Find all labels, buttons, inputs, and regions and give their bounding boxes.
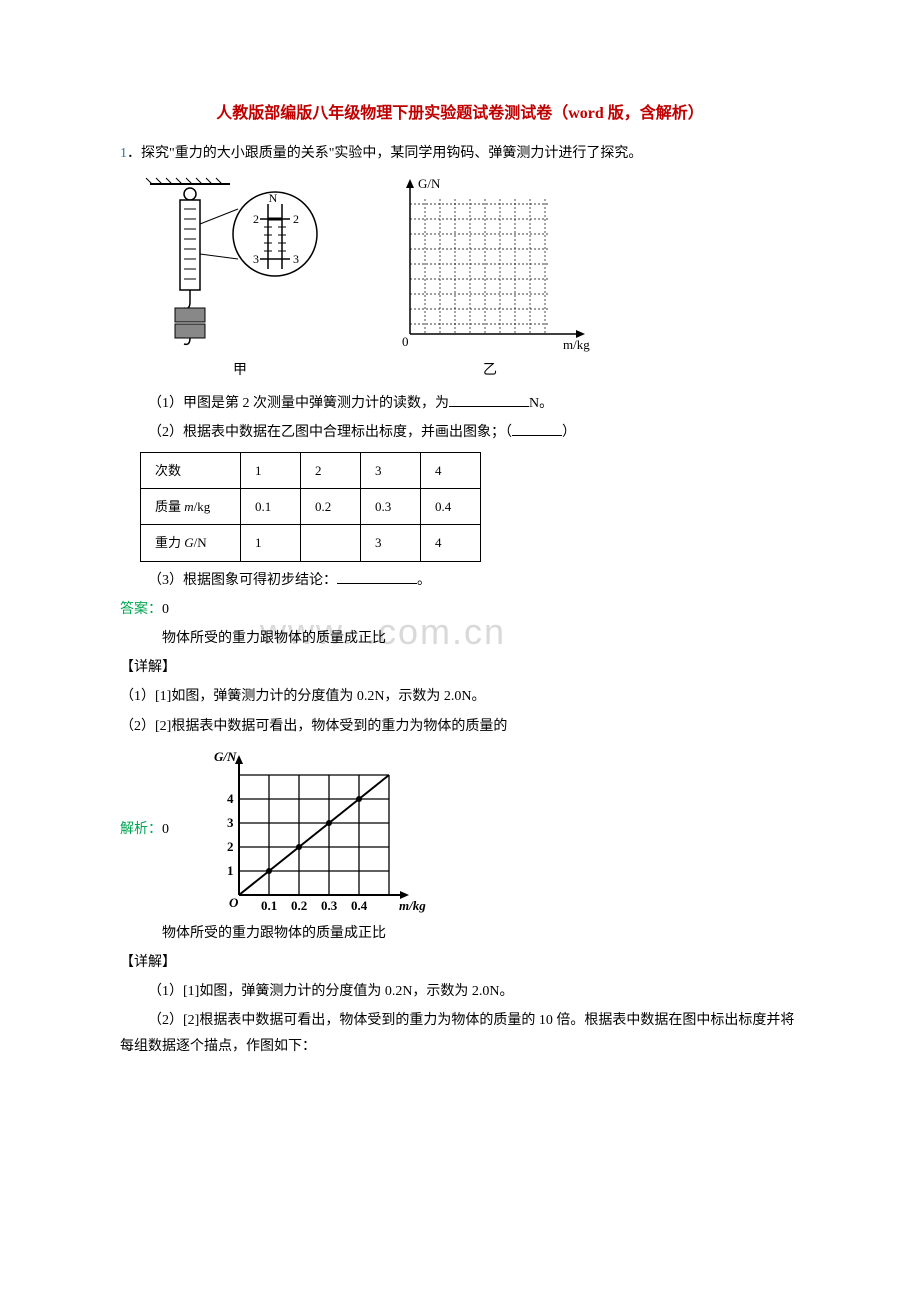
answer-text-2: 物体所受的重力跟物体的质量成正比 (162, 921, 800, 946)
analysis-label: 解析： (120, 822, 162, 837)
blank-1 (449, 393, 529, 407)
table-cell: 0.4 (421, 488, 481, 524)
svg-text:0: 0 (402, 334, 409, 349)
table-cell (301, 525, 361, 561)
table-cell: 次数 (141, 452, 241, 488)
table-row: 次数 1 2 3 4 (141, 452, 481, 488)
svg-text:N: N (269, 191, 278, 205)
svg-text:0.2: 0.2 (291, 898, 307, 913)
table-cell: 重力 G/N (141, 525, 241, 561)
table-cell: 1 (241, 452, 301, 488)
table-cell: 3 (361, 525, 421, 561)
svg-text:0.1: 0.1 (261, 898, 277, 913)
svg-text:0.3: 0.3 (321, 898, 338, 913)
figures-row: N 2 2 3 3 甲 G/N (140, 174, 800, 383)
table-cell: 4 (421, 452, 481, 488)
detail-1b: （1）[1]如图，弹簧测力计的分度值为 0.2N，示数为 2.0N。 (120, 979, 800, 1004)
svg-text:3: 3 (253, 252, 259, 266)
detail-2b: （2）[2]根据表中数据可看出，物体受到的重力为物体的质量的 10 倍。根据表中… (120, 1008, 800, 1058)
table-cell: 2 (301, 452, 361, 488)
table-cell: 1 (241, 525, 301, 561)
question-number: 1 (120, 146, 127, 161)
blank-graph-svg: G/N m/kg 0 (380, 174, 600, 354)
svg-text:O: O (229, 895, 239, 910)
table-cell: 0.1 (241, 488, 301, 524)
analysis-label-block: 解析：0 (120, 817, 169, 842)
svg-text:0.4: 0.4 (351, 898, 368, 913)
detail-heading: 【详解】 (120, 655, 800, 680)
svg-text:3: 3 (227, 815, 234, 830)
fig1-caption: 甲 (233, 358, 247, 383)
table-row: 重力 G/N 1 3 4 (141, 525, 481, 561)
blank-2 (512, 422, 562, 436)
sub-question-1: （1）甲图是第 2 次测量中弹簧测力计的读数，为N。 (120, 391, 800, 416)
sub-question-2: （2）根据表中数据在乙图中合理标出标度，并画出图象；（） (120, 420, 800, 445)
svg-text:G/N: G/N (214, 749, 237, 764)
answer-value: 0 (162, 602, 169, 617)
svg-text:4: 4 (227, 791, 234, 806)
apparatus-svg: N 2 2 3 3 (140, 174, 340, 354)
svg-text:2: 2 (293, 212, 299, 226)
result-chart-svg: G/N m/kg O 1 2 3 4 0.1 0.2 0.3 0.4 (189, 745, 429, 915)
table-cell: 0.3 (361, 488, 421, 524)
blank-3 (337, 570, 417, 584)
table-cell: 0.2 (301, 488, 361, 524)
svg-text:G/N: G/N (418, 176, 441, 191)
answer-label: 答案： (120, 602, 162, 617)
svg-text:2: 2 (227, 839, 234, 854)
table-cell: 4 (421, 525, 481, 561)
analysis-row: 解析：0 G/N m/kg O 1 2 3 4 0.1 0.2 0.3 0.4 (120, 745, 800, 915)
table-cell: 质量 m/kg (141, 488, 241, 524)
answer-line: 答案：0 (120, 597, 800, 622)
figure-blank-graph: G/N m/kg 0 乙 (380, 174, 600, 383)
figure-apparatus: N 2 2 3 3 甲 (140, 174, 340, 383)
svg-text:m/kg: m/kg (399, 898, 426, 913)
fig2-caption: 乙 (483, 358, 497, 383)
svg-text:3: 3 (293, 252, 299, 266)
data-table: 次数 1 2 3 4 质量 m/kg 0.1 0.2 0.3 0.4 重力 G/… (140, 452, 481, 562)
svg-text:2: 2 (253, 212, 259, 226)
analysis-value: 0 (162, 822, 169, 837)
svg-text:m/kg: m/kg (563, 337, 590, 352)
answer-text: 物体所受的重力跟物体的质量成正比 (162, 626, 800, 651)
sub-question-3: （3）根据图象可得初步结论：。 (120, 568, 800, 593)
detail-heading-2: 【详解】 (120, 950, 800, 975)
detail-1: （1）[1]如图，弹簧测力计的分度值为 0.2N，示数为 2.0N。 (120, 684, 800, 709)
table-row: 质量 m/kg 0.1 0.2 0.3 0.4 (141, 488, 481, 524)
table-cell: 3 (361, 452, 421, 488)
svg-text:1: 1 (227, 863, 234, 878)
question-stem: 1．探究"重力的大小跟质量的关系"实验中，某同学用钩码、弹簧测力计进行了探究。 (120, 141, 800, 166)
detail-2: （2）[2]根据表中数据可看出，物体受到的重力为物体的质量的 (120, 714, 800, 739)
page-title: 人教版部编版八年级物理下册实验题试卷测试卷（word 版，含解析） (120, 100, 800, 129)
question-text: ．探究"重力的大小跟质量的关系"实验中，某同学用钩码、弹簧测力计进行了探究。 (127, 146, 642, 161)
